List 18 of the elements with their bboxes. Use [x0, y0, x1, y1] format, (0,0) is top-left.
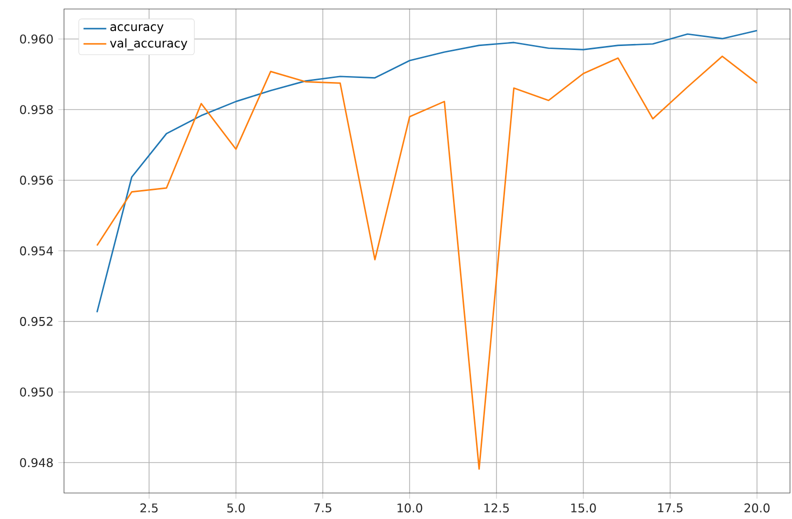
y-tick-label: 0.956	[20, 176, 53, 185]
x-tick-label: 5.0	[227, 503, 245, 512]
y-tick-label: 0.950	[20, 387, 53, 397]
y-tick-label: 0.960	[20, 34, 53, 44]
x-tick-label: 20.0	[744, 503, 770, 512]
x-tick-label: 10.0	[398, 503, 422, 512]
x-tick-label: 15.0	[571, 503, 596, 512]
legend-label: accuracy	[110, 24, 164, 34]
y-tick-label: 0.954	[20, 246, 53, 256]
x-tick-label: 7.5	[314, 503, 332, 512]
y-tick-label: 0.958	[20, 105, 53, 114]
line-series	[96, 56, 758, 470]
x-tick-label: 2.5	[140, 503, 158, 512]
y-tick-label: 0.952	[20, 316, 52, 326]
legend-label: val_accuracy	[110, 38, 188, 50]
y-tick-label: 0.948	[20, 458, 53, 468]
x-tick-label: 17.5	[658, 503, 682, 512]
x-tick-label: 12.5	[484, 503, 509, 512]
